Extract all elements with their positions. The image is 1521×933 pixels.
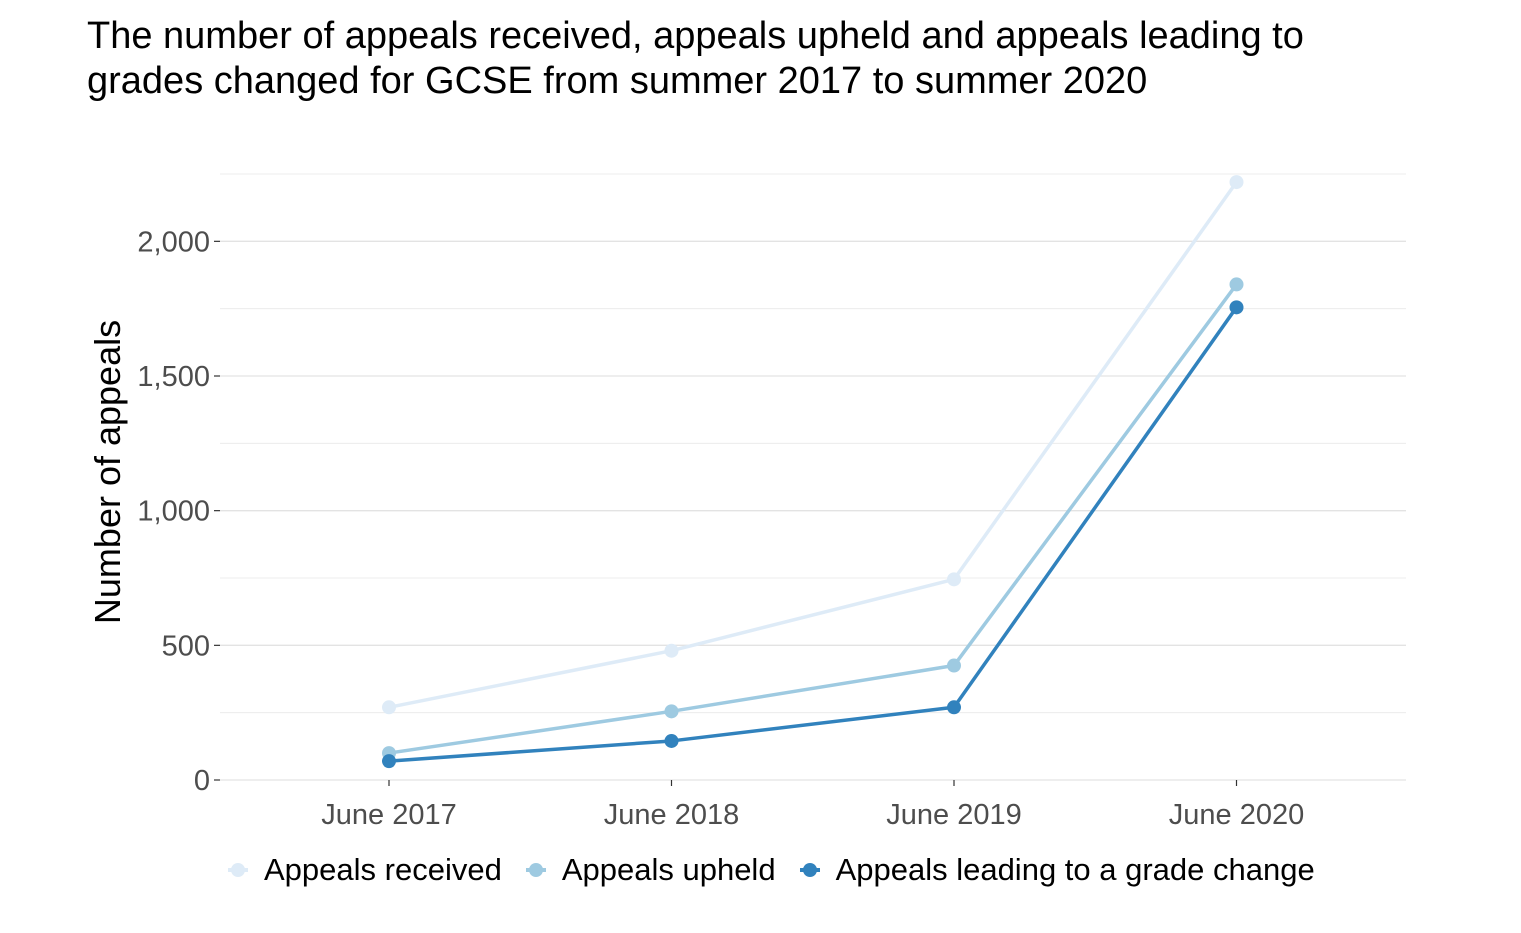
legend-point-swatch — [802, 863, 817, 877]
data-point — [1229, 300, 1244, 315]
series-group — [382, 277, 1244, 761]
series-group — [382, 300, 1244, 769]
x-tick-label: June 2019 — [886, 799, 1021, 831]
data-point — [947, 700, 961, 715]
series-group — [382, 175, 1244, 715]
legend-point-swatch — [528, 863, 543, 877]
series-line — [387, 180, 1239, 710]
legend-item: Appeals upheld — [525, 852, 776, 888]
data-point — [947, 572, 961, 587]
chart-title: The number of appeals received, appeals … — [87, 15, 1304, 102]
y-tick-label: 1,500 — [137, 361, 210, 393]
x-tick-label: June 2020 — [1169, 799, 1304, 831]
data-point — [664, 643, 679, 658]
legend-label: Appeals leading to a grade change — [835, 852, 1315, 887]
legend-key — [228, 860, 248, 880]
axis-ticks: 0 500 1,000 1,500 2,000 June 2017 June 2018 Jun… — [137, 226, 1304, 831]
series-line — [387, 305, 1239, 763]
y-tick-label: 2,000 — [137, 226, 210, 258]
x-tick-label: June 2018 — [604, 799, 739, 831]
series-lines — [382, 175, 1244, 769]
legend: Appeals received Appeals upheld Appeals le… — [228, 848, 1339, 892]
data-point — [382, 754, 396, 769]
series-line — [387, 282, 1239, 755]
legend-item: Appeals received — [228, 852, 502, 888]
legend-label: Appeals upheld — [561, 852, 776, 887]
y-tick-label: 1,000 — [137, 496, 210, 528]
y-tick-label: 500 — [162, 630, 210, 662]
data-point — [664, 733, 679, 748]
grid-lines — [220, 173, 1406, 781]
x-tick-label: June 2017 — [321, 799, 456, 831]
legend-point-swatch — [231, 863, 245, 877]
legend-label: Appeals received — [264, 852, 502, 887]
legend-key — [525, 860, 546, 880]
data-point — [382, 700, 396, 715]
data-point — [1229, 175, 1244, 190]
legend-key — [799, 860, 820, 880]
y-tick-label: 0 — [194, 765, 210, 797]
data-point — [1229, 277, 1244, 292]
legend-item: Appeals leading to a grade change — [799, 852, 1315, 888]
data-point — [947, 658, 961, 673]
data-point — [664, 704, 679, 719]
